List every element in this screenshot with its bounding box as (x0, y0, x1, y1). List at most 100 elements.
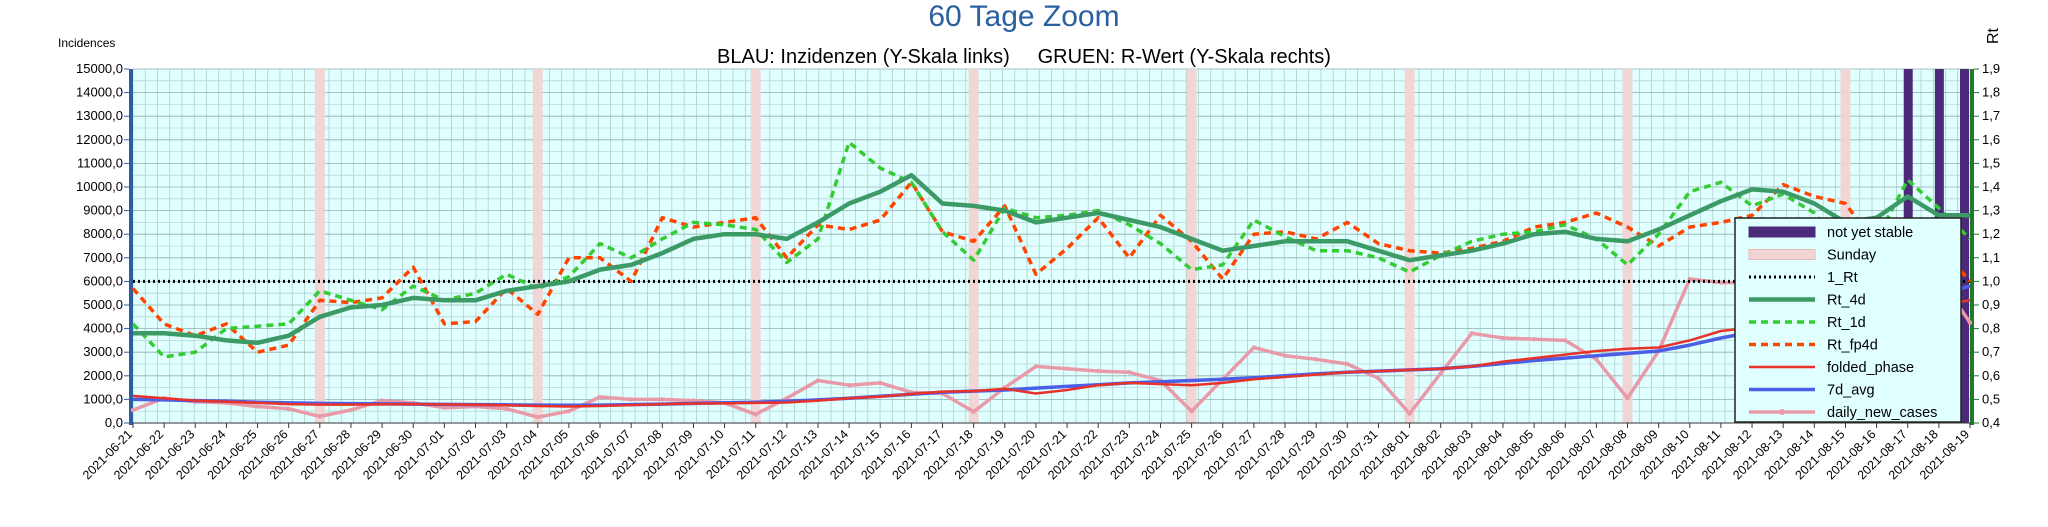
daily-new-cases-point (597, 394, 603, 400)
daily-new-cases-point (1469, 331, 1475, 336)
legend-label-rt-4d: Rt_4d (1827, 293, 1866, 309)
legend-swatch-sunday (1748, 249, 1816, 260)
y-axis-right-label: Rt (1985, 27, 2002, 44)
daily-new-cases-point (1096, 368, 1101, 374)
sunday-bar (314, 69, 325, 423)
y-tick-label: 12000,0 (76, 132, 123, 147)
series-daily-new-cases-line (132, 274, 1972, 419)
daily-new-cases-point (1438, 371, 1443, 376)
chart-title: 60 Tage Zoom (928, 0, 1119, 33)
daily-new-cases-point (628, 397, 634, 402)
legend-marker-daily-new-cases (1779, 409, 1785, 415)
y-tick-label: 13000,0 (76, 108, 123, 123)
legend-label-daily-new-cases: daily_new_cases (1827, 405, 1937, 421)
daily-new-cases-point (1189, 409, 1194, 414)
y2-tick-label: 1,2 (1982, 226, 2000, 241)
daily-new-cases-point (442, 405, 447, 410)
series-rt-4d-line (133, 172, 1970, 346)
y2-tick-label: 0,5 (1982, 391, 2000, 406)
legend-label-rt-fp4d: Rt_fp4d (1827, 338, 1878, 354)
daily-new-cases-point (1594, 357, 1599, 362)
y2-tick-label: 1,4 (1982, 179, 2000, 194)
y-tick-label: 2000,0 (83, 368, 123, 383)
y2-tick-label: 0,7 (1982, 344, 2000, 359)
legend-swatch-not-yet-stable (1748, 226, 1816, 238)
legend-label-rt-1d: Rt_1d (1827, 315, 1866, 331)
daily-new-cases-point (784, 396, 790, 401)
legend-label-1-rt: 1_Rt (1827, 270, 1858, 286)
y2-tick-label: 0,8 (1982, 321, 2000, 336)
y2-tick-label: 1,9 (1982, 61, 2000, 76)
daily-new-cases-point (660, 397, 665, 402)
daily-new-cases-point (317, 414, 323, 419)
daily-new-cases-point (1064, 366, 1070, 371)
y-tick-label: 4000,0 (83, 321, 123, 336)
daily-new-cases-point (286, 406, 291, 412)
sunday-bar (1404, 69, 1415, 423)
sunday-bar (968, 69, 979, 423)
chart-subtitle: BLAU: Inzidenzen (Y-Skala links) GRUEN: … (717, 46, 1331, 68)
daily-new-cases-point (1033, 364, 1039, 369)
y-tick-label: 9000,0 (83, 203, 123, 218)
daily-new-cases-point (1531, 337, 1537, 342)
sunday-bar (750, 69, 761, 423)
y-tick-label: 11000,0 (77, 155, 123, 170)
daily-new-cases-point (1251, 345, 1257, 350)
daily-new-cases-point (535, 414, 540, 420)
legend-label-sunday: Sunday (1827, 248, 1877, 264)
y-tick-label: 6000,0 (83, 273, 123, 288)
daily-new-cases-point (1127, 370, 1132, 375)
y2-tick-label: 1,5 (1982, 155, 2000, 170)
daily-new-cases-point (753, 412, 758, 417)
y2-tick-label: 1,1 (1982, 250, 2000, 265)
y2-tick-label: 1,6 (1982, 132, 2000, 147)
y-tick-label: 15000,0 (76, 61, 123, 76)
daily-new-cases-point (1282, 353, 1288, 358)
daily-new-cases-point (846, 383, 852, 388)
series-folded-phase-line (132, 299, 1971, 408)
y2-tick-label: 1,3 (1982, 203, 2000, 218)
y2-tick-label: 0,4 (1982, 415, 2000, 430)
daily-new-cases-point (255, 404, 260, 409)
daily-new-cases-point (1407, 411, 1412, 416)
y-axis-left-label: Incidences (58, 36, 115, 50)
series-rt-fp4d-line (131, 180, 1972, 354)
daily-new-cases-point (1500, 335, 1506, 341)
daily-new-cases-point (815, 378, 821, 383)
y-tick-label: 1000,0 (83, 391, 123, 406)
sunday-bar (1186, 69, 1197, 423)
not-yet-stable-bar (1960, 69, 1969, 423)
daily-new-cases-point (1625, 396, 1630, 401)
daily-new-cases-point (566, 409, 572, 414)
y2-tick-label: 1,7 (1982, 108, 2000, 123)
sunday-bar (532, 69, 543, 423)
legend-label-not-yet-stable: not yet stable (1827, 225, 1913, 241)
y-tick-label: 3000,0 (83, 344, 123, 359)
plot-area: 0,0 1000,0 2000,0 3000,0 4000,0 5000,0 6000,0 7… (76, 61, 2000, 482)
y2-tick-label: 1,0 (1982, 273, 2000, 288)
daily-new-cases-point (1376, 375, 1381, 381)
y-axis-left (129, 69, 133, 425)
y-tick-label: 0,0 (105, 415, 123, 430)
sunday-bar (1622, 69, 1633, 423)
daily-new-cases-point (878, 380, 883, 386)
daily-new-cases-point (1313, 357, 1319, 362)
y-tick-label: 8000,0 (83, 226, 123, 241)
legend-label-folded-phase: folded_phase (1827, 360, 1914, 376)
legend-label-7d-avg: 7d_avg (1827, 383, 1875, 399)
legend: not yet stable Sunday 1_Rt Rt_4d Rt_1d Rt_fp4… (1734, 217, 1962, 423)
daily-new-cases-point (130, 407, 136, 413)
y-axis-right (1970, 69, 1974, 425)
y-tick-label: 10000,0 (76, 179, 123, 194)
daily-new-cases-point (348, 407, 354, 413)
daily-new-cases-point (971, 409, 976, 414)
y2-tick-label: 0,6 (1982, 368, 2000, 383)
y-tick-label: 5000,0 (83, 297, 123, 312)
y-tick-label: 7000,0 (83, 250, 123, 265)
daily-new-cases-point (379, 398, 385, 403)
y-tick-label: 14000,0 (76, 85, 123, 100)
daily-new-cases-point (1345, 361, 1350, 367)
daily-new-cases-point (1967, 320, 1973, 325)
y2-tick-label: 1,8 (1982, 85, 2000, 100)
